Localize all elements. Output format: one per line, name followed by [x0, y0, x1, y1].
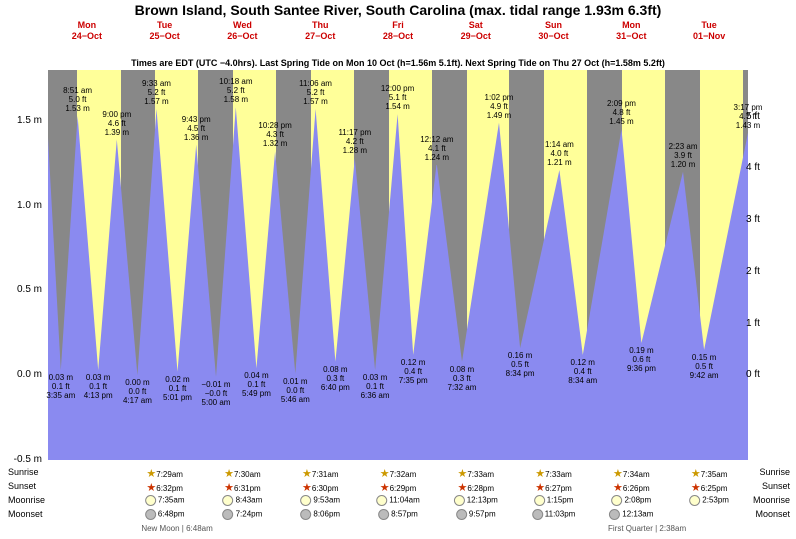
- day-header: Tue25−Oct: [126, 20, 204, 42]
- low-tide-label: 0.08 m0.3 ft6:40 pm: [321, 365, 350, 392]
- astro-time: 11:03pm: [532, 509, 576, 520]
- high-tide-label: 8:51 am5.0 ft1.53 m: [63, 86, 92, 113]
- y-tick-ft: 2 ft: [746, 266, 776, 277]
- low-tide-label: 0.02 m0.1 ft5:01 pm: [163, 375, 192, 402]
- low-tide-label: 0.15 m0.5 ft9:42 am: [690, 353, 719, 380]
- astro-time: 2:08pm: [611, 495, 651, 506]
- astro-time: ★7:33am: [457, 467, 494, 480]
- astro-time: ★6:28pm: [457, 481, 494, 494]
- y-tick-ft: 1 ft: [746, 318, 776, 329]
- low-tide-label: 0.19 m0.6 ft9:36 pm: [627, 346, 656, 373]
- chart-title: Brown Island, South Santee River, South …: [135, 2, 662, 18]
- day-header: Thu27−Oct: [281, 20, 359, 42]
- astro-time: ★6:30pm: [302, 481, 339, 494]
- astro-time: ★6:31pm: [224, 481, 261, 494]
- moon-phase-note: New Moon | 6:48am: [141, 524, 212, 533]
- astro-time: ★7:34am: [613, 467, 650, 480]
- high-tide-label: 9:43 pm4.5 ft1.36 m: [182, 115, 211, 142]
- high-tide-label: 2:23 am3.9 ft1.20 m: [669, 142, 698, 169]
- day-header: Mon31−Oct: [592, 20, 670, 42]
- y-tick-ft: 0 ft: [746, 369, 776, 380]
- low-tide-label: 0.03 m0.1 ft3:35 am: [46, 373, 75, 400]
- astro-time: ★7:30am: [224, 467, 261, 480]
- astro-row-label: Sunrise: [8, 467, 39, 477]
- low-tide-label: 0.12 m0.4 ft7:35 pm: [399, 358, 428, 385]
- astro-row-label: Sunrise: [759, 467, 790, 477]
- astro-time: 7:24pm: [223, 509, 263, 520]
- astro-time: 2:53pm: [689, 495, 729, 506]
- astro-time: 1:15pm: [534, 495, 574, 506]
- day-header: Wed26−Oct: [204, 20, 282, 42]
- high-tide-label: 1:14 am4.0 ft1.21 m: [545, 140, 574, 167]
- y-tick-m: -0.5 m: [10, 454, 42, 465]
- high-tide-label: 1:02 pm4.9 ft1.49 m: [485, 93, 514, 120]
- low-tide-label: 0.12 m0.4 ft8:34 am: [568, 358, 597, 385]
- astro-time: 8:43am: [223, 495, 263, 506]
- astro-time: ★7:29am: [146, 467, 183, 480]
- astro-time: ★6:25pm: [691, 481, 728, 494]
- chart-subtitle: Times are EDT (UTC −4.0hrs). Last Spring…: [131, 58, 665, 68]
- low-tide-label: 0.03 m0.1 ft6:36 am: [361, 373, 390, 400]
- day-header: Tue01−Nov: [670, 20, 748, 42]
- astro-time: 12:13am: [609, 509, 653, 520]
- astro-time: ★7:35am: [691, 467, 728, 480]
- astro-row-label: Moonrise: [8, 495, 45, 505]
- low-tide-label: 0.01 m0.0 ft5:46 am: [281, 377, 310, 404]
- tide-curve: [48, 70, 748, 460]
- low-tide-label: −0.01 m−0.0 ft5:00 am: [201, 380, 230, 407]
- astro-time: 11:04am: [376, 495, 420, 506]
- astro-row-label: Moonset: [755, 509, 790, 519]
- astro-time: ★6:32pm: [146, 481, 183, 494]
- low-tide-label: 0.04 m0.1 ft5:49 pm: [242, 371, 271, 398]
- day-header: Sun30−Oct: [515, 20, 593, 42]
- y-tick-m: 1.0 m: [10, 200, 42, 211]
- low-tide-label: 0.03 m0.1 ft4:13 pm: [84, 373, 113, 400]
- high-tide-label: 10:28 pm4.3 ft1.32 m: [258, 121, 291, 148]
- moon-phase-note: First Quarter | 2:38am: [608, 524, 686, 533]
- high-tide-label: 10:18 am5.2 ft1.58 m: [219, 77, 252, 104]
- astro-time: ★7:33am: [535, 467, 572, 480]
- astro-time: 9:53am: [300, 495, 340, 506]
- astro-row-label: Moonrise: [753, 495, 790, 505]
- astro-time: 6:48pm: [145, 509, 185, 520]
- astro-time: ★7:32am: [380, 467, 417, 480]
- astro-row-label: Sunset: [8, 481, 36, 491]
- high-tide-label: 11:06 am5.2 ft1.57 m: [299, 79, 332, 106]
- astro-time: 12:13pm: [454, 495, 498, 506]
- y-tick-ft: 5 ft: [746, 111, 776, 122]
- y-tick-ft: 3 ft: [746, 214, 776, 225]
- day-header: Sat29−Oct: [437, 20, 515, 42]
- astro-time: ★7:31am: [302, 467, 339, 480]
- y-tick-m: 0.5 m: [10, 284, 42, 295]
- high-tide-label: 11:17 pm4.2 ft1.28 m: [338, 128, 371, 155]
- astro-time: 8:57pm: [378, 509, 418, 520]
- low-tide-label: 0.08 m0.3 ft7:32 am: [448, 365, 477, 392]
- high-tide-label: 9:00 pm4.6 ft1.39 m: [102, 110, 131, 137]
- astro-time: ★6:27pm: [535, 481, 572, 494]
- astro-time: 8:06pm: [300, 509, 340, 520]
- astro-row-label: Moonset: [8, 509, 43, 519]
- day-header: Mon24−Oct: [48, 20, 126, 42]
- tide-chart: Brown Island, South Santee River, South …: [0, 0, 796, 539]
- low-tide-label: 0.16 m0.5 ft8:34 pm: [506, 351, 535, 378]
- low-tide-label: 0.00 m0.0 ft4:17 am: [123, 378, 152, 405]
- y-tick-m: 1.5 m: [10, 115, 42, 126]
- high-tide-label: 2:09 pm4.8 ft1.45 m: [607, 99, 636, 126]
- plot-area: 8:51 am5.0 ft1.53 m 9:00 pm4.6 ft1.39 m 9:…: [48, 70, 748, 460]
- astro-time: 9:57pm: [456, 509, 496, 520]
- high-tide-label: 12:12 am4.1 ft1.24 m: [420, 135, 453, 162]
- astro-time: ★6:26pm: [613, 481, 650, 494]
- astro-time: ★6:29pm: [380, 481, 417, 494]
- y-tick-m: 0.0 m: [10, 369, 42, 380]
- high-tide-label: 12:00 pm5.1 ft1.54 m: [381, 84, 414, 111]
- high-tide-label: 9:33 am5.2 ft1.57 m: [142, 79, 171, 106]
- astro-time: 7:35am: [145, 495, 185, 506]
- y-tick-ft: 4 ft: [746, 162, 776, 173]
- day-header: Fri28−Oct: [359, 20, 437, 42]
- astro-row-label: Sunset: [762, 481, 790, 491]
